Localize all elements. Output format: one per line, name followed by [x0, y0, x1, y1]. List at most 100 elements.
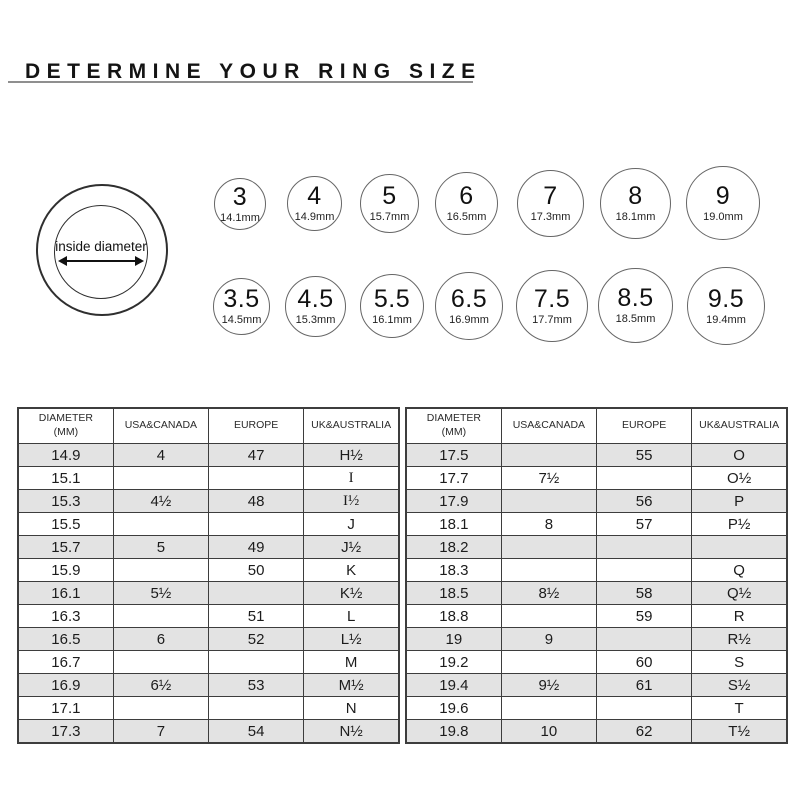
size-circle-5: 5 15.7mm [360, 174, 419, 233]
table-row: 15.9 50 K [17, 558, 400, 582]
table-cell: 17.9 [405, 489, 502, 513]
table-cell: J½ [303, 535, 400, 559]
table-cell: 53 [207, 673, 305, 697]
column-header: UK&AUSTRALIA [691, 407, 788, 444]
table-cell [112, 466, 210, 490]
size-number: 3 [232, 182, 248, 211]
table-cell: I½ [303, 489, 400, 513]
table-cell: R½ [691, 627, 788, 651]
table-row: 18.2 [405, 535, 788, 559]
size-diameter: 16.9mm [449, 313, 489, 326]
table-row: 18.5 8½ 58 Q½ [405, 581, 788, 605]
table-header: DIAMETER (MM) USA&CANADA EUROPE UK&AUSTRALI… [405, 407, 788, 444]
table-cell: 52 [207, 627, 305, 651]
table-cell: 19 [405, 627, 502, 651]
table-cell: 15.7 [17, 535, 114, 559]
table-cell: 15.1 [17, 466, 114, 490]
table-cell: O½ [691, 466, 788, 490]
size-table-left: DIAMETER (MM) USA&CANADA EUROPE UK&AUSTRALI… [17, 407, 400, 744]
table-cell: 15.3 [17, 489, 114, 513]
size-number: 8.5 [617, 284, 654, 312]
table-cell: 5 [112, 535, 210, 559]
table-cell [112, 512, 210, 536]
size-circle-3: 3 14.1mm [214, 178, 266, 230]
table-row: 17.9 56 P [405, 489, 788, 513]
table-cell [112, 696, 210, 720]
table-row: 16.7 M [17, 650, 400, 674]
table-cell: 19.6 [405, 696, 502, 720]
table-cell: S½ [691, 673, 788, 697]
table-row: 19.8 10 62 T½ [405, 719, 788, 744]
table-cell: Q [691, 558, 788, 582]
table-cell: 51 [207, 604, 305, 628]
size-circle-6-5: 6.5 16.9mm [435, 272, 503, 340]
size-diameter: 18.5mm [615, 313, 656, 325]
table-cell [500, 443, 598, 467]
table-cell: T½ [691, 719, 788, 744]
size-number: 9.5 [707, 284, 745, 313]
table-cell: 18.3 [405, 558, 502, 582]
size-number: 6 [459, 182, 474, 210]
table-cell: N [303, 696, 400, 720]
ring-inner-circle: inside diameter [54, 205, 148, 299]
table-row: 15.7 5 49 J½ [17, 535, 400, 559]
table-cell: L [303, 604, 400, 628]
column-header: EUROPE [595, 407, 693, 444]
table-cell [500, 696, 598, 720]
table-cell: L½ [303, 627, 400, 651]
table-cell: 16.7 [17, 650, 114, 674]
size-circle-7-5: 7.5 17.7mm [516, 270, 588, 342]
table-row: 18.1 8 57 P½ [405, 512, 788, 536]
size-circle-6: 6 16.5mm [435, 172, 498, 235]
table-row: 16.3 51 L [17, 604, 400, 628]
table-cell: J [303, 512, 400, 536]
table-cell: 8 [500, 512, 598, 536]
table-cell: S [691, 650, 788, 674]
table-cell: T [691, 696, 788, 720]
column-header: DIAMETER (MM) [17, 407, 114, 444]
table-cell: M [303, 650, 400, 674]
table-row: 19.6 T [405, 696, 788, 720]
table-cell [500, 489, 598, 513]
size-number: 5.5 [373, 284, 411, 313]
table-cell: K [303, 558, 400, 582]
size-circle-4-5: 4.5 15.3mm [285, 276, 346, 337]
inside-diameter-label: inside diameter [55, 238, 147, 254]
ring-diagram: inside diameter [36, 184, 168, 316]
table-cell: 16.9 [17, 673, 114, 697]
table-cell: N½ [303, 719, 400, 744]
column-header: USA&CANADA [500, 407, 598, 444]
table-cell [112, 604, 210, 628]
arrow-right-head [135, 255, 144, 266]
table-cell: 17.1 [17, 696, 114, 720]
size-diameter: 15.3mm [295, 314, 336, 326]
table-cell: H½ [303, 443, 400, 467]
table-cell: 62 [595, 719, 693, 744]
table-row: 16.1 5½ K½ [17, 581, 400, 605]
table-cell: 9 [500, 627, 598, 651]
table-cell [207, 696, 305, 720]
table-cell: 6½ [112, 673, 210, 697]
table-cell: 57 [595, 512, 693, 536]
table-row: 16.5 6 52 L½ [17, 627, 400, 651]
table-cell [207, 650, 305, 674]
column-header: EUROPE [207, 407, 305, 444]
size-diameter: 18.1mm [615, 211, 656, 223]
table-row: 17.3 7 54 N½ [17, 719, 400, 744]
table-cell [112, 650, 210, 674]
size-circle-4: 4 14.9mm [287, 176, 342, 231]
table-cell [207, 512, 305, 536]
table-cell: 19.4 [405, 673, 502, 697]
table-cell: 56 [595, 489, 693, 513]
table-row: 14.9 4 47 H½ [17, 443, 400, 467]
table-cell: 18.5 [405, 581, 502, 605]
table-cell: 15.9 [17, 558, 114, 582]
table-row: 16.9 6½ 53 M½ [17, 673, 400, 697]
column-header: DIAMETER (MM) [405, 407, 502, 444]
column-header: USA&CANADA [112, 407, 210, 444]
table-header: DIAMETER (MM) USA&CANADA EUROPE UK&AUSTRALI… [17, 407, 400, 444]
table-cell [595, 466, 693, 490]
size-number: 4.5 [297, 285, 334, 313]
table-row: 19.2 60 S [405, 650, 788, 674]
table-cell: 17.7 [405, 466, 502, 490]
